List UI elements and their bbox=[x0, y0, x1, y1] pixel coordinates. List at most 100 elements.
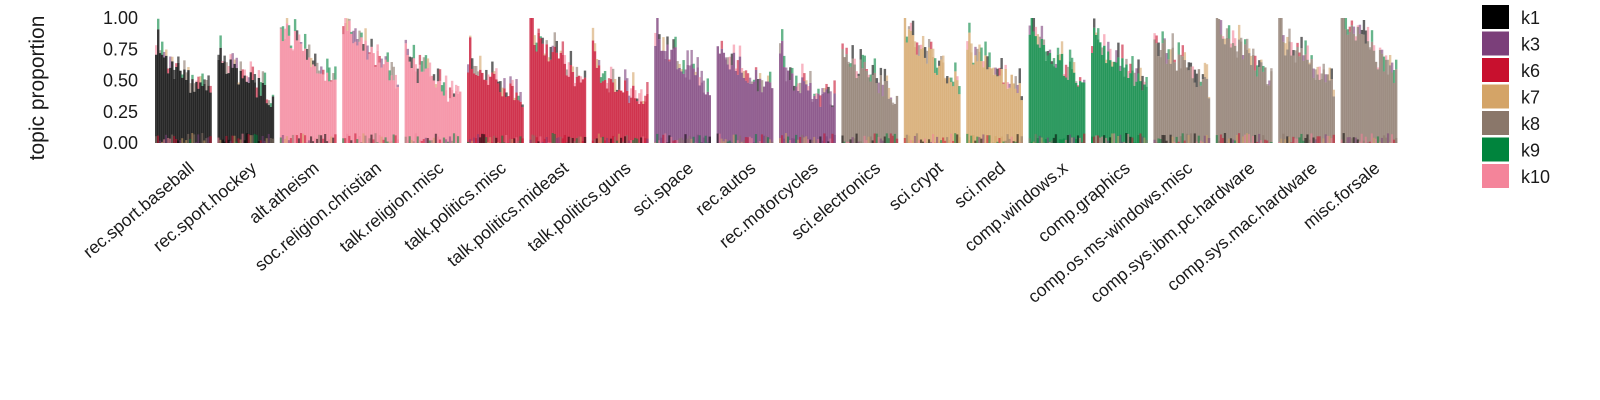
bar-segment bbox=[203, 84, 206, 143]
bar-segment bbox=[1322, 69, 1325, 143]
bar-segment bbox=[328, 81, 331, 143]
bar-segment bbox=[165, 49, 168, 56]
bar-segment bbox=[674, 36, 677, 48]
bar-segment bbox=[1314, 79, 1317, 143]
bar-segment bbox=[1076, 86, 1080, 143]
bar-segment bbox=[1097, 39, 1100, 144]
bar-segment bbox=[972, 62, 975, 65]
bar-segment bbox=[968, 140, 971, 143]
bar-segment bbox=[821, 93, 824, 143]
bar-segment bbox=[887, 87, 891, 99]
bar-segment bbox=[1258, 66, 1261, 143]
bar-segment bbox=[557, 58, 561, 143]
bar-segment bbox=[676, 140, 679, 143]
bar-segment bbox=[1201, 79, 1205, 143]
bar-segment bbox=[229, 59, 232, 144]
bar-segment bbox=[420, 61, 424, 72]
topic-group-rec-motorcycles bbox=[779, 29, 836, 143]
bar-segment bbox=[787, 136, 790, 143]
bar-segment bbox=[1095, 32, 1098, 35]
bar-segment bbox=[970, 52, 973, 143]
bar-segment bbox=[1032, 31, 1036, 144]
bar-segment bbox=[543, 138, 546, 143]
bar-segment bbox=[356, 39, 359, 46]
bar-segment bbox=[915, 42, 919, 55]
bar-segment bbox=[533, 44, 536, 144]
bar-segment bbox=[291, 50, 295, 143]
bar-segment bbox=[436, 136, 440, 143]
bar-segment bbox=[368, 138, 371, 143]
bar-segment bbox=[577, 136, 581, 143]
bar-segment bbox=[966, 49, 969, 143]
bar-segment bbox=[535, 42, 538, 52]
bar-segment bbox=[247, 134, 251, 143]
bar-segment bbox=[163, 51, 166, 58]
bar-segment bbox=[1018, 68, 1021, 84]
bar-segment bbox=[358, 41, 361, 143]
bar-segment bbox=[1165, 63, 1168, 143]
bar-segment bbox=[1062, 74, 1066, 76]
bar-segment bbox=[1241, 55, 1245, 60]
bar-segment bbox=[1278, 141, 1281, 143]
bar-segment bbox=[779, 43, 782, 54]
bar-segment bbox=[921, 35, 925, 48]
bar-segment bbox=[736, 74, 740, 143]
bar-segment bbox=[1177, 54, 1180, 143]
bar-segment bbox=[231, 67, 234, 143]
bar-segment bbox=[803, 73, 806, 82]
bar-segment bbox=[638, 104, 641, 143]
bar-segment bbox=[1101, 47, 1104, 55]
bar-segment bbox=[175, 66, 178, 143]
bar-segment bbox=[322, 69, 325, 75]
bar-segment bbox=[1306, 59, 1309, 143]
bar-segment bbox=[1233, 38, 1237, 46]
bar-segment bbox=[724, 57, 728, 60]
bar-segment bbox=[913, 47, 917, 143]
bar-segment bbox=[638, 93, 641, 105]
bar-segment bbox=[376, 44, 379, 51]
bar-segment bbox=[1296, 42, 1299, 48]
bar-segment bbox=[575, 77, 579, 143]
bar-segment bbox=[1392, 82, 1396, 143]
bar-segment bbox=[454, 91, 458, 143]
bar-segment bbox=[509, 83, 512, 143]
bar-segment bbox=[469, 37, 472, 143]
bar-segment bbox=[817, 139, 820, 143]
bar-segment bbox=[867, 74, 870, 78]
bar-segment bbox=[877, 136, 881, 143]
bar-segment bbox=[332, 137, 335, 143]
bar-segment bbox=[936, 74, 939, 143]
bar-segment bbox=[281, 135, 285, 143]
bar-segment bbox=[853, 138, 856, 143]
bar-segment bbox=[847, 61, 850, 64]
bar-segment bbox=[362, 44, 365, 51]
bar-segment bbox=[1099, 137, 1102, 143]
bar-segment bbox=[483, 79, 486, 143]
bar-segment bbox=[597, 133, 601, 143]
bar-segment bbox=[938, 65, 941, 143]
bar-segment bbox=[986, 56, 989, 70]
bar-segment bbox=[207, 85, 210, 143]
bar-segment bbox=[1322, 63, 1325, 70]
bar-segment bbox=[1328, 80, 1331, 143]
bar-segment bbox=[187, 67, 190, 71]
bar-segment bbox=[1374, 138, 1378, 143]
bar-segment bbox=[706, 91, 709, 143]
bar-segment bbox=[450, 89, 454, 143]
bar-segment bbox=[412, 141, 416, 143]
bar-segment bbox=[1252, 54, 1255, 143]
bar-segment bbox=[195, 80, 198, 82]
bar-segment bbox=[1197, 135, 1201, 143]
bar-segment bbox=[454, 84, 458, 92]
bar-segment bbox=[487, 74, 490, 85]
bar-segment bbox=[368, 52, 371, 54]
bar-segment bbox=[521, 138, 524, 143]
bar-segment bbox=[201, 85, 204, 143]
bar-segment bbox=[442, 137, 446, 143]
bar-segment bbox=[664, 58, 667, 143]
bar-segment bbox=[1237, 39, 1241, 144]
bar-segment bbox=[545, 40, 548, 45]
bar-segment bbox=[817, 88, 820, 94]
bar-segment bbox=[203, 140, 206, 143]
